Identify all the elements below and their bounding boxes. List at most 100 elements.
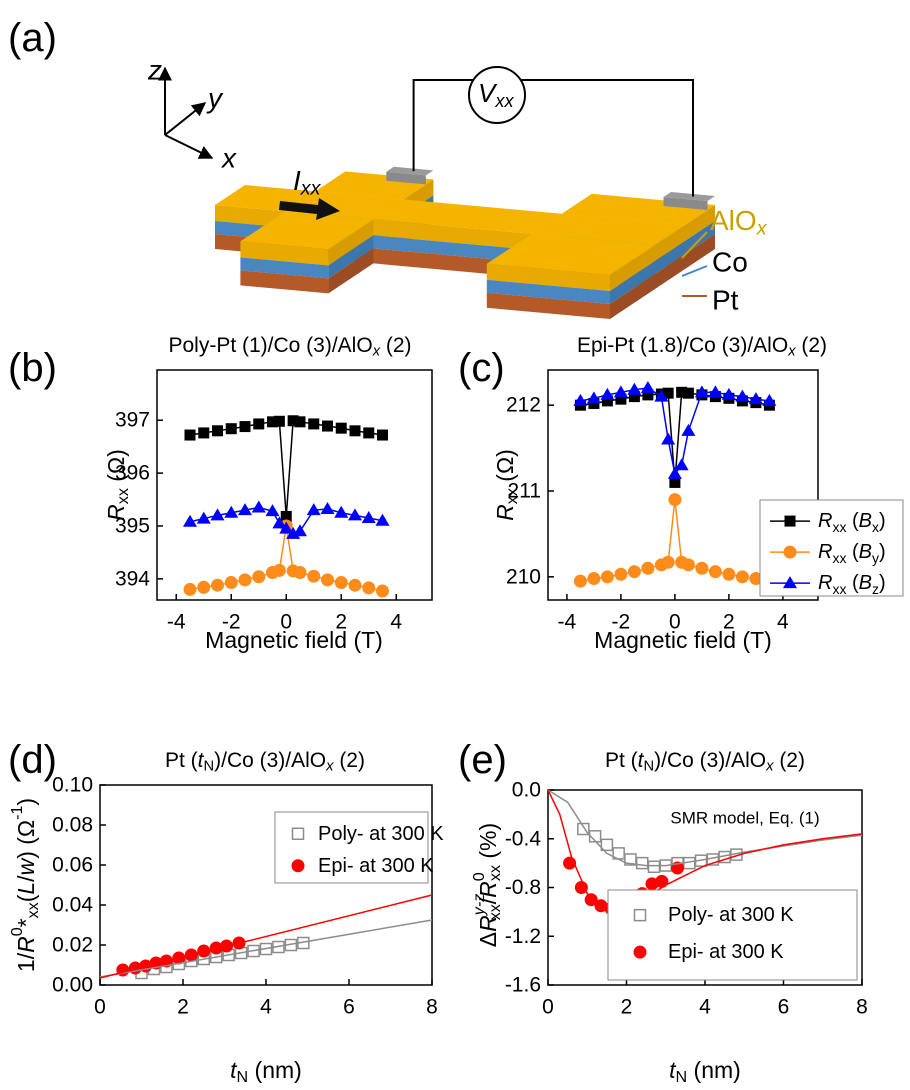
chart-title-part: Pt ( [605,749,638,772]
marker [293,524,307,536]
chart-title-part: (2) [333,749,365,772]
marker [335,576,348,589]
marker [274,416,285,427]
x-axis-label: tN (nm) [669,1057,741,1086]
marker [253,418,264,429]
marker [308,418,319,429]
chart-title-part: (2) [796,334,828,357]
y-axis-label: Rxx (Ω) [103,449,132,521]
marker [307,570,320,583]
marker [722,568,735,581]
panel-label: (d) [8,738,57,782]
axis-label: z [147,55,162,86]
y-tick-label: 395 [115,514,150,537]
legend-marker [784,546,797,559]
chart-title: Poly-Pt (1)/Co (3)/AlOx (2) [168,334,411,360]
legend-marker [785,516,796,527]
y-axis-label: ΔRy-zxx/R0xx (%) [470,823,504,947]
series-line [580,500,769,582]
panel-label: (a) [8,16,57,60]
marker [197,581,210,594]
y-tick-label: 0.02 [52,934,93,957]
y-axis-label-part: L [13,882,39,895]
marker [295,416,306,427]
y-tick-label: 0.08 [52,814,93,837]
y-tick-label: 397 [115,409,150,432]
x-tick-label: 0 [94,996,106,1019]
x-axis-label-part: N [676,1068,688,1086]
layer-label: AlOx [710,205,768,240]
marker [211,579,224,592]
y-axis-label-part: R [13,936,39,953]
page: {"panel_a": {"label": "(a)", "axis_label… [0,0,910,1090]
legend-label-part: xx [832,519,846,535]
series-line [100,895,432,978]
current-label: Ixx [293,165,322,200]
legend-label-part: ) [879,541,886,563]
marker [695,562,708,575]
figure: (a)VxxzyxIxxAlOxCoPt(b)Poly-Pt (1)/Co (3… [0,0,910,1090]
y-tick-label: 0.0 [512,779,541,802]
y-tick-label: -1.6 [505,974,541,997]
chart-title: Epi-Pt (1.8)/Co (3)/AlOx (2) [577,334,827,360]
x-tick-label: 2 [723,611,735,634]
axis-label: y [206,83,224,114]
y-axis-label-part: Δ [475,932,501,947]
y-tick-label: 394 [115,567,150,590]
legend-label-part: xx [832,550,846,566]
legend-label-part: ) [879,510,886,532]
legend-marker [635,910,646,921]
y-axis-label-part: R [492,504,518,521]
voltage-label-part: xx [494,91,514,111]
y-axis-label-part: xx [114,488,132,504]
y-axis-label-part: ) [13,798,39,806]
y-tick-label: 210 [506,565,541,588]
x-tick-label: 2 [335,611,347,634]
annotation: SMR model, Eq. (1) [670,809,819,828]
marker [614,568,627,581]
legend-marker [634,946,647,959]
marker [252,570,265,583]
marker [273,564,286,577]
axis-label: x [220,143,237,174]
axis-arrow [165,103,205,135]
layer-label: Co [712,247,748,278]
legend-label-part: R [818,572,832,594]
y-axis-label-part: xx [24,902,42,918]
legend-marker [292,859,305,872]
marker [350,425,361,436]
panel-label: (e) [458,738,507,782]
marker [648,861,659,872]
x-tick-label: 2 [621,996,633,1019]
marker [655,875,668,888]
y-axis-label: 1/R0*xx(L/w) (Ω-1) [8,798,42,972]
x-tick-label: 4 [777,611,789,634]
chart-title: Pt (tN)/Co (3)/AlOx (2) [605,749,805,775]
legend-marker [293,828,304,839]
x-tick-label: 4 [260,996,272,1019]
y-axis-label-part: xx [486,865,504,881]
y-tick-label: 0.10 [52,774,93,797]
y-tick-label: 396 [115,462,150,485]
legend-label-part: ) [879,572,886,594]
marker [226,423,237,434]
marker [240,421,251,432]
chart-title-part: )/Co (3)/AlO [214,749,326,772]
wire [414,80,474,171]
x-tick-label: -2 [612,611,631,634]
x-axis-label-part: N [237,1068,249,1086]
legend-label: Epi- at 300 K [318,855,434,877]
x-tick-label: 6 [343,996,355,1019]
marker [683,388,694,399]
x-axis-label-part: (nm) [248,1057,302,1083]
marker [225,576,238,589]
axis-arrow [165,135,212,158]
legend-label-part: xx [832,581,846,597]
legend-label: Poly- at 300 K [318,823,444,845]
marker [376,585,389,598]
x-axis-label-part: (nm) [687,1057,741,1083]
chart-title-part: Epi-Pt (1.8)/Co (3)/AlO [577,334,788,357]
marker [362,581,375,594]
marker [662,556,675,569]
marker [336,423,347,434]
